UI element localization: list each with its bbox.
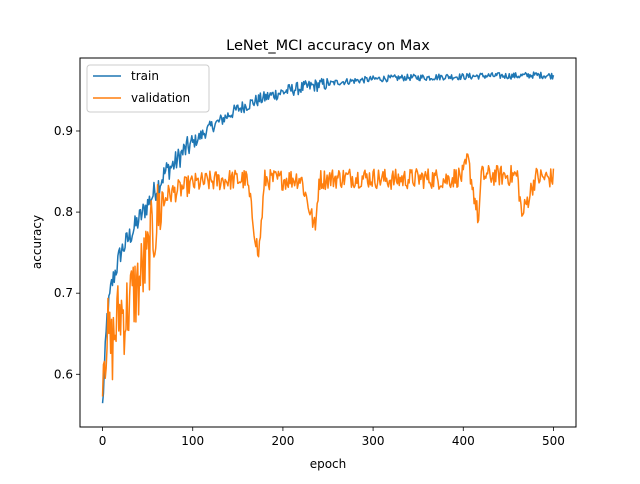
- legend: train validation: [86, 64, 210, 113]
- x-tick-label: 0: [99, 434, 107, 448]
- x-axis: 0 100 200 300 400 500: [99, 427, 565, 448]
- y-tick-label: 0.9: [54, 124, 73, 138]
- plot-area: [101, 71, 555, 404]
- series-line-train: [101, 71, 555, 404]
- x-tick-label: 100: [181, 434, 204, 448]
- axes-frame: [79, 57, 577, 428]
- legend-label-train: train: [131, 69, 159, 83]
- x-axis-label: epoch: [310, 457, 347, 471]
- chart-title: LeNet_MCI accuracy on Max: [226, 38, 430, 54]
- y-tick-label: 0.8: [54, 205, 73, 219]
- y-axis: 0.6 0.7 0.8 0.9: [54, 124, 80, 381]
- series-line-validation: [101, 153, 555, 397]
- legend-label-validation: validation: [131, 91, 190, 105]
- x-tick-label: 400: [452, 434, 475, 448]
- x-tick-label: 200: [271, 434, 294, 448]
- y-tick-label: 0.6: [54, 367, 73, 381]
- x-tick-label: 500: [542, 434, 565, 448]
- y-tick-label: 0.7: [54, 286, 73, 300]
- x-tick-label: 300: [362, 434, 385, 448]
- y-axis-label: accuracy: [30, 215, 44, 269]
